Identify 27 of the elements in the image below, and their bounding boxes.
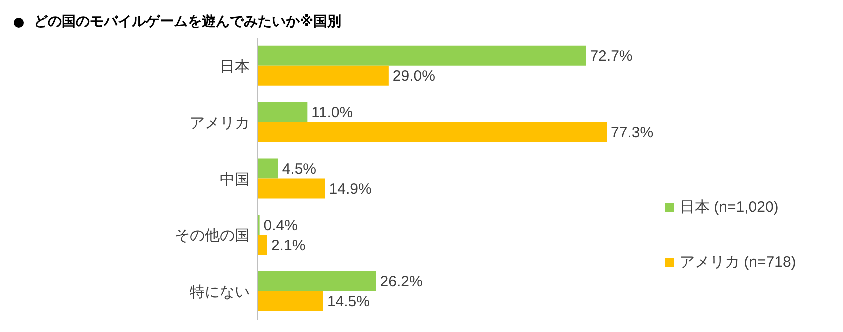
bar [258,66,389,86]
bar [258,46,586,66]
bar [258,291,324,312]
data-label: 0.4% [264,217,298,234]
data-label: 26.2% [380,274,423,291]
bar [258,178,326,199]
legend-label: アメリカ (n=718) [679,253,798,272]
bar [258,102,308,122]
bar [258,122,607,142]
y-tick-label: 中国 [220,171,250,188]
data-label: 14.9% [329,180,372,198]
data-label: 14.5% [327,294,370,311]
data-label: 2.1% [271,237,306,254]
bar [258,271,376,292]
data-label: 4.5% [282,160,317,178]
data-label: 29.0% [392,68,436,86]
data-label: 11.0% [312,104,354,122]
data-label: 77.3% [611,124,654,142]
y-tick-label: 特にない [190,284,250,302]
data-label: 72.7% [590,48,633,66]
y-tick-label: アメリカ [190,114,250,132]
bar [258,235,268,256]
bar [258,158,278,179]
chart-title: どの国のモバイルゲームを遊んでみたいか※国別 [34,13,342,31]
y-tick-label: その他の国 [175,228,250,245]
y-tick-label: 日本 [220,58,250,76]
legend-label: 日本 (n=1,020) [679,198,780,217]
